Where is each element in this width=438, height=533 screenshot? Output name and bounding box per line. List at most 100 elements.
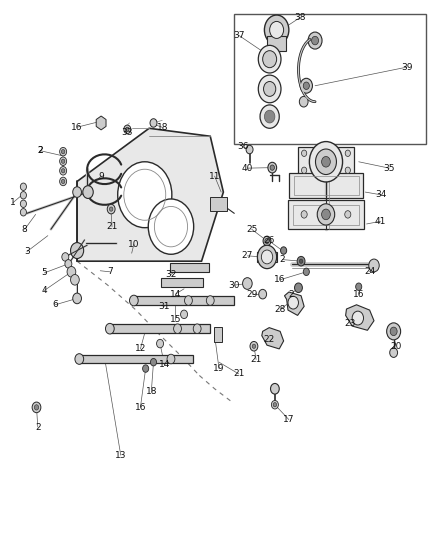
Text: 10: 10 [128,240,140,249]
Text: 16: 16 [71,123,83,132]
Circle shape [387,323,401,340]
Circle shape [34,405,39,410]
Circle shape [206,296,214,305]
Circle shape [61,150,65,154]
Text: 2: 2 [279,255,285,264]
Circle shape [71,274,79,285]
Circle shape [345,167,350,173]
Text: 6: 6 [53,300,58,309]
Text: 18: 18 [145,387,157,396]
Circle shape [265,110,275,123]
Circle shape [173,324,181,334]
Circle shape [303,268,309,276]
Circle shape [352,311,364,325]
Text: 16: 16 [274,275,286,284]
Text: 2: 2 [37,146,43,155]
Circle shape [73,187,81,197]
Polygon shape [262,328,284,349]
Text: 21: 21 [251,355,262,364]
Bar [234,14,426,144]
Text: 37: 37 [233,31,244,40]
Text: 32: 32 [165,270,177,279]
Circle shape [356,283,362,290]
Bar [79,355,193,364]
Circle shape [62,253,69,261]
Text: 7: 7 [107,268,113,276]
Text: 14: 14 [159,360,170,369]
Text: 4: 4 [42,286,47,295]
Circle shape [252,344,256,349]
Circle shape [65,260,72,268]
Circle shape [294,283,302,293]
Text: 15: 15 [170,315,181,324]
Text: 18: 18 [156,123,168,132]
Circle shape [20,183,26,190]
Polygon shape [285,292,304,316]
Circle shape [369,259,379,272]
Text: 9: 9 [98,172,104,181]
Text: 35: 35 [384,164,395,173]
Circle shape [301,167,307,173]
Circle shape [281,247,287,254]
Circle shape [150,359,156,366]
Circle shape [288,296,298,309]
Text: 5: 5 [42,269,47,277]
Circle shape [263,236,271,246]
Circle shape [20,200,26,207]
Text: 11: 11 [209,172,220,181]
Text: 28: 28 [275,304,286,313]
Circle shape [345,211,351,218]
Text: 26: 26 [264,237,275,246]
Polygon shape [346,305,374,330]
Circle shape [75,354,84,365]
Circle shape [321,209,330,220]
Bar [297,147,354,176]
Circle shape [271,383,279,394]
Bar [267,36,286,51]
Circle shape [270,165,275,170]
Circle shape [264,82,276,96]
Circle shape [32,402,41,413]
Text: 21: 21 [106,222,118,231]
Circle shape [61,179,65,183]
Circle shape [303,82,309,90]
Circle shape [300,78,312,93]
Circle shape [67,266,76,277]
Text: 39: 39 [401,63,413,71]
Circle shape [301,150,307,157]
Circle shape [301,211,307,218]
Circle shape [270,21,284,38]
Circle shape [299,259,303,263]
Circle shape [180,310,187,319]
Circle shape [118,162,172,228]
Text: 1: 1 [10,198,16,207]
Circle shape [345,150,350,157]
Circle shape [60,148,67,156]
Circle shape [258,45,281,73]
Circle shape [299,96,308,107]
Text: 13: 13 [115,451,127,460]
Text: 29: 29 [246,289,258,298]
Bar [170,263,209,272]
Text: 36: 36 [237,142,249,151]
Circle shape [143,365,149,372]
Text: 41: 41 [375,217,386,226]
Text: 24: 24 [364,268,375,276]
Text: 21: 21 [233,369,244,378]
Text: 23: 23 [344,319,356,328]
Circle shape [272,400,279,409]
Text: 40: 40 [242,164,253,173]
Circle shape [130,295,138,306]
Circle shape [265,238,269,244]
Circle shape [106,324,114,334]
Circle shape [297,256,305,266]
Text: 31: 31 [159,302,170,311]
Bar [289,173,363,198]
Circle shape [315,149,336,174]
Polygon shape [77,128,223,261]
Text: 30: 30 [229,280,240,289]
Circle shape [107,204,115,214]
Circle shape [110,207,113,211]
Circle shape [258,75,281,103]
Bar [214,327,223,342]
